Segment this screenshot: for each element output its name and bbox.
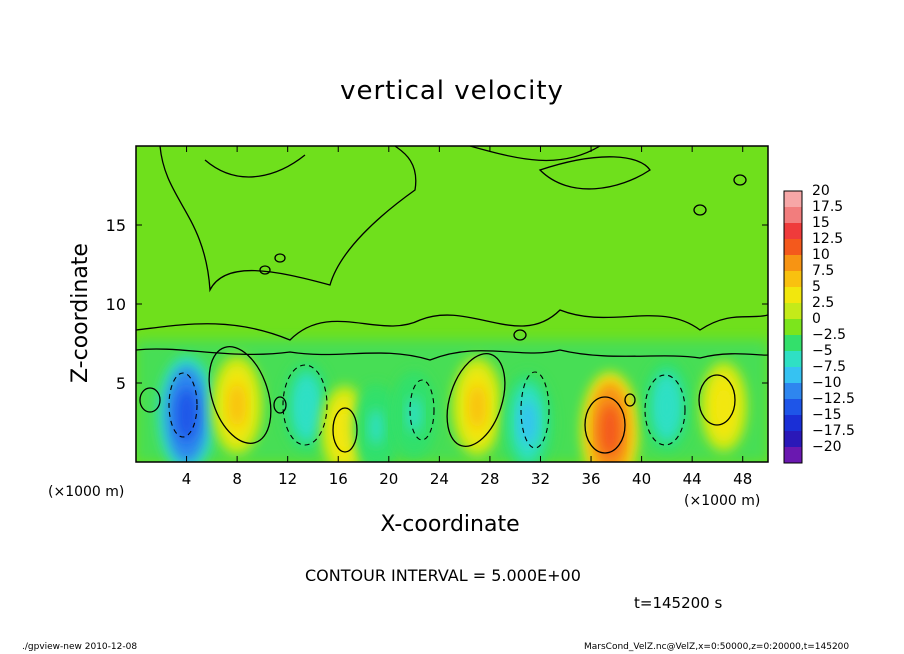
x-unit-left: (×1000 m)	[48, 484, 125, 500]
x-tick-label: 20	[379, 470, 398, 488]
x-tick-label: 8	[232, 470, 242, 488]
x-tick-label: 36	[581, 470, 600, 488]
colorbar-label: 0	[812, 311, 821, 327]
x-tick-label: 32	[531, 470, 550, 488]
colorbar-label: 5	[812, 279, 821, 295]
colorbar-label: 2.5	[812, 295, 834, 311]
colorbar-label: 17.5	[812, 199, 843, 215]
x-tick-label: 4	[182, 470, 192, 488]
colorbar-swatch	[784, 255, 802, 272]
colorbar-label: −12.5	[812, 391, 855, 407]
colorbar-swatch	[784, 399, 802, 416]
x-tick-label: 16	[329, 470, 348, 488]
x-unit-right: (×1000 m)	[684, 493, 761, 509]
y-axis: 5 10 15	[106, 216, 768, 393]
x-tick-label: 44	[683, 470, 702, 488]
colorbar-label: 10	[812, 247, 830, 263]
colorbar-swatch	[784, 447, 802, 464]
feature-core	[228, 383, 246, 427]
x-axis-label: X-coordinate	[380, 512, 520, 537]
x-tick-label: 12	[278, 470, 297, 488]
feature-core	[716, 387, 732, 427]
colorbar-label: 12.5	[812, 231, 843, 247]
feature-core	[599, 403, 621, 458]
colorbar-swatch	[784, 271, 802, 288]
feature-core	[336, 411, 353, 450]
colorbar-label: −2.5	[812, 327, 846, 343]
colorbar-swatch	[784, 287, 802, 304]
colorbar-swatch	[784, 239, 802, 256]
colorbar-label: −17.5	[812, 423, 855, 439]
colorbar-swatch	[784, 191, 802, 208]
y-tick-label: 5	[116, 374, 126, 393]
feature-core	[519, 400, 537, 445]
contour-interval-text: CONTOUR INTERVAL = 5.000E+00	[305, 566, 581, 585]
negative-contours	[168, 364, 686, 449]
colorbar-frame	[783, 190, 803, 464]
y-axis-label: Z-coordinate	[68, 243, 93, 383]
feature-core	[659, 387, 675, 427]
colorbar-swatch	[784, 415, 802, 432]
colorbar-swatch	[784, 303, 802, 320]
colorbar-swatch	[784, 351, 802, 368]
feature-core	[298, 387, 315, 427]
feature-core	[406, 396, 422, 433]
colorbar-label: 7.5	[812, 263, 834, 279]
x-tick-label: 24	[430, 470, 449, 488]
colorbar-label: −20	[812, 439, 842, 455]
footer-left: ./gpview-new 2010-12-08	[22, 642, 138, 652]
colorbar-label: −7.5	[812, 359, 846, 375]
feature-core	[368, 409, 384, 446]
colorbar-swatch	[784, 383, 802, 400]
x-tick-label: 48	[733, 470, 752, 488]
colorbar-label: −15	[812, 407, 842, 423]
colorbar-swatch	[784, 335, 802, 352]
feature-core	[468, 384, 486, 429]
colorbar-swatch	[784, 431, 802, 448]
colorbar-swatch	[784, 367, 802, 384]
chart-title: vertical velocity	[340, 76, 564, 106]
time-label: t=145200 s	[634, 594, 723, 612]
colorbar: 2017.51512.5107.552.50−2.5−5−7.5−10−12.5…	[783, 183, 855, 464]
x-tick-label: 28	[480, 470, 499, 488]
colorbar-swatch	[784, 319, 802, 336]
colorbar-label: 15	[812, 215, 830, 231]
contour-lines	[136, 146, 768, 454]
colorbar-label: −10	[812, 375, 842, 391]
x-axis: 4 8 12 16 20 24 28 32 36 40 44 48	[182, 146, 752, 488]
feature-core	[176, 387, 197, 442]
colorbar-label: 20	[812, 183, 830, 199]
y-tick-label: 10	[106, 295, 126, 314]
x-tick-label: 40	[632, 470, 651, 488]
colorbar-label: −5	[812, 343, 833, 359]
colorbar-swatch	[784, 207, 802, 224]
colorbar-swatch	[784, 223, 802, 240]
plot-area	[135, 145, 769, 463]
y-tick-label: 15	[106, 216, 126, 235]
footer-right: MarsCond_VelZ.nc@VelZ,x=0:50000,z=0:2000…	[584, 642, 850, 652]
